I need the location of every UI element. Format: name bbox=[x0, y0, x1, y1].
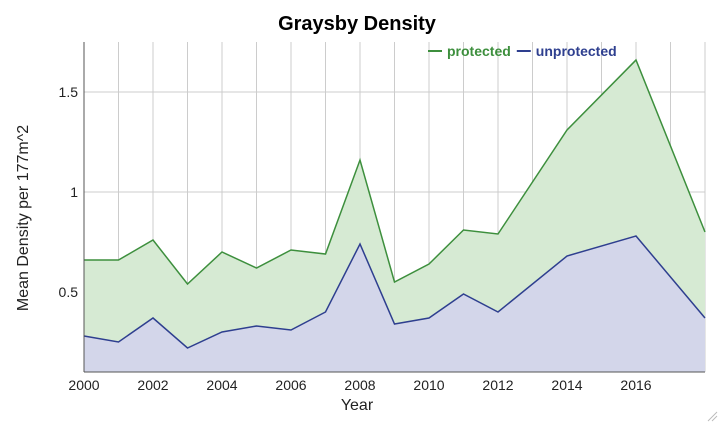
x-tick-label: 2002 bbox=[137, 377, 168, 393]
x-tick-label: 2004 bbox=[206, 377, 237, 393]
chart-title: Graysby Density bbox=[278, 13, 437, 35]
line-protected bbox=[84, 58, 706, 286]
y-tick-label: 1 bbox=[70, 184, 78, 200]
series-lines bbox=[83, 58, 706, 349]
x-tick-label: 2010 bbox=[413, 377, 444, 393]
x-tick-label: 2014 bbox=[551, 377, 582, 393]
x-tick-label: 2012 bbox=[482, 377, 513, 393]
x-tick-label: 2008 bbox=[344, 377, 375, 393]
x-axis-label: Year bbox=[341, 397, 374, 414]
legend-item-unprotected[interactable]: unprotected bbox=[536, 43, 617, 59]
x-tick-label: 2016 bbox=[620, 377, 651, 393]
legend[interactable]: protected unprotected bbox=[428, 43, 617, 59]
y-tick-label: 1.5 bbox=[59, 84, 79, 100]
y-tick-labels: 0.5 1 1.5 bbox=[59, 84, 79, 300]
x-tick-label: 2006 bbox=[275, 377, 306, 393]
x-tick-labels: 2000 2002 2004 2006 2008 2010 2012 2014 2016 bbox=[68, 377, 651, 393]
x-tick-label: 2000 bbox=[68, 377, 99, 393]
y-tick-label: 0.5 bbox=[59, 284, 79, 300]
resize-grip-icon[interactable] bbox=[707, 411, 718, 422]
line-unprotected bbox=[83, 235, 706, 349]
legend-item-protected[interactable]: protected bbox=[447, 43, 511, 59]
y-axis-label: Mean Density per 177m^2 bbox=[15, 125, 32, 311]
